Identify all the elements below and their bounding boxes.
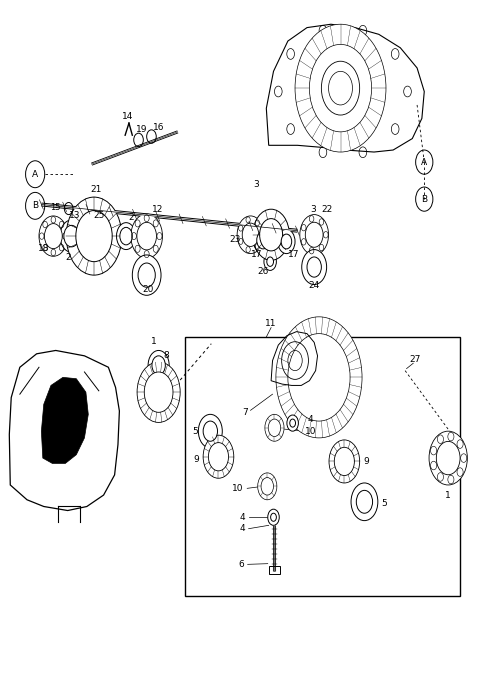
Circle shape [302, 249, 326, 284]
Text: 2: 2 [128, 213, 134, 222]
Circle shape [288, 334, 350, 421]
Circle shape [203, 421, 217, 441]
Text: B: B [32, 202, 38, 210]
Circle shape [253, 209, 289, 260]
Text: 17: 17 [251, 251, 262, 259]
Circle shape [117, 222, 136, 249]
Circle shape [208, 443, 228, 471]
Circle shape [295, 24, 386, 152]
Bar [269, 565, 280, 574]
Circle shape [307, 257, 322, 277]
Circle shape [300, 214, 328, 255]
Text: 11: 11 [265, 319, 277, 328]
Circle shape [45, 224, 62, 249]
Text: 15: 15 [50, 203, 60, 212]
Circle shape [305, 222, 323, 247]
Circle shape [271, 513, 276, 521]
Text: 2: 2 [66, 253, 72, 262]
Circle shape [290, 419, 296, 427]
Text: 4: 4 [239, 524, 245, 533]
Text: 16: 16 [153, 123, 164, 131]
Text: A: A [421, 158, 427, 166]
Circle shape [267, 257, 274, 266]
Text: 6: 6 [238, 560, 244, 569]
Circle shape [152, 356, 165, 375]
Circle shape [261, 478, 274, 495]
Text: B: B [421, 195, 427, 204]
Circle shape [268, 509, 279, 525]
Circle shape [276, 317, 362, 438]
Circle shape [356, 491, 372, 513]
Text: 8: 8 [163, 350, 168, 360]
Text: 3: 3 [253, 180, 259, 189]
Text: 5: 5 [192, 427, 198, 435]
Text: 17: 17 [288, 251, 300, 259]
Text: 9: 9 [363, 457, 369, 466]
Circle shape [203, 435, 234, 479]
Bar [82, 221, 90, 251]
Text: 12: 12 [152, 205, 163, 214]
Text: A: A [32, 170, 38, 179]
Text: 1: 1 [151, 337, 157, 346]
Circle shape [278, 229, 295, 253]
Circle shape [281, 234, 292, 249]
Circle shape [436, 441, 460, 474]
Circle shape [39, 216, 68, 256]
Circle shape [310, 44, 372, 132]
Text: 24: 24 [309, 280, 320, 290]
Bar [185, 337, 460, 596]
Text: 10: 10 [232, 484, 244, 493]
Circle shape [148, 350, 169, 380]
Circle shape [131, 214, 162, 258]
Circle shape [137, 222, 156, 250]
Text: 19: 19 [136, 125, 148, 134]
Text: 27: 27 [409, 355, 420, 364]
Circle shape [76, 210, 112, 262]
Text: 4: 4 [239, 513, 245, 522]
Circle shape [329, 440, 360, 483]
Circle shape [137, 362, 180, 423]
Text: 25: 25 [93, 212, 105, 220]
Text: 9: 9 [193, 455, 199, 464]
Circle shape [64, 225, 79, 247]
Text: 18: 18 [38, 244, 49, 253]
Text: 4: 4 [308, 415, 313, 423]
Text: 5: 5 [381, 499, 387, 508]
Text: 10: 10 [305, 427, 317, 435]
Circle shape [257, 231, 269, 249]
Circle shape [264, 253, 276, 270]
Text: 1: 1 [445, 491, 451, 499]
Polygon shape [41, 377, 88, 464]
Circle shape [253, 226, 273, 253]
Circle shape [242, 223, 259, 247]
Text: 3: 3 [310, 205, 316, 214]
Circle shape [60, 220, 83, 252]
Circle shape [287, 415, 299, 431]
Circle shape [237, 216, 264, 253]
Circle shape [132, 255, 161, 295]
Circle shape [120, 227, 132, 245]
Circle shape [268, 419, 281, 437]
Circle shape [258, 473, 277, 500]
Text: 26: 26 [257, 268, 269, 276]
Text: 23: 23 [229, 235, 241, 244]
Circle shape [66, 197, 122, 275]
Circle shape [198, 415, 222, 448]
Text: 7: 7 [242, 408, 248, 417]
Circle shape [429, 431, 468, 485]
Circle shape [334, 448, 354, 476]
Circle shape [138, 263, 156, 287]
Circle shape [351, 483, 378, 520]
Text: 20: 20 [143, 285, 154, 295]
Circle shape [144, 372, 173, 412]
Circle shape [265, 415, 284, 441]
Circle shape [260, 218, 283, 251]
Text: 21: 21 [91, 185, 102, 193]
Text: 13: 13 [69, 212, 81, 220]
Text: 14: 14 [122, 112, 133, 121]
Text: 22: 22 [322, 205, 333, 214]
